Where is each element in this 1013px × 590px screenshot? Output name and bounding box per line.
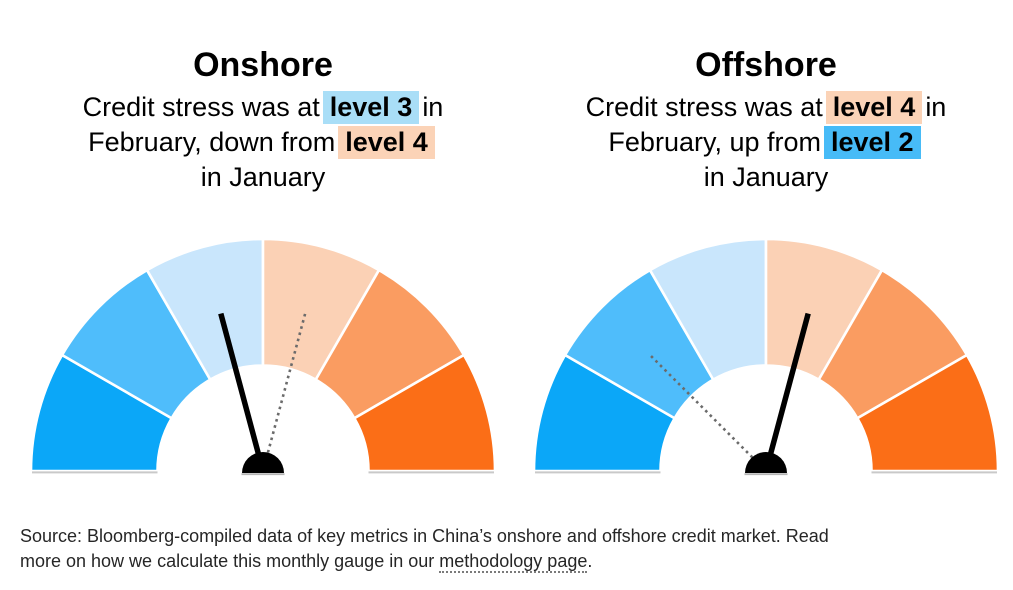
onshore-panel: Onshore Credit stress was at level 3 in Fe… bbox=[30, 0, 496, 478]
previous-month-needle bbox=[261, 313, 307, 472]
source-text: more on how we calculate this monthly ga… bbox=[20, 551, 440, 571]
subtitle-text: Credit stress was at bbox=[82, 92, 320, 122]
current-month-needle bbox=[763, 312, 811, 472]
source-line-2: more on how we calculate this monthly ga… bbox=[20, 549, 998, 574]
methodology-link[interactable]: methodology page bbox=[439, 551, 588, 573]
subtitle-text: February, down from bbox=[88, 127, 336, 157]
subtitle-line-1: Credit stress was at level 3 in bbox=[30, 90, 496, 125]
needle-hub bbox=[242, 452, 284, 473]
panel-subtitle-onshore: Credit stress was at level 3 in February, … bbox=[30, 90, 496, 195]
subtitle-text: in bbox=[422, 92, 444, 122]
panel-title-offshore: Offshore bbox=[695, 46, 837, 84]
needle-hub bbox=[745, 452, 787, 473]
subtitle-line-3: in January bbox=[703, 162, 829, 192]
source-line-1: Source: Bloomberg-compiled data of key m… bbox=[20, 526, 829, 546]
subtitle-text: February, up from bbox=[608, 127, 821, 157]
source-note: Source: Bloomberg-compiled data of key m… bbox=[20, 524, 998, 574]
previous-month-needle bbox=[649, 354, 767, 472]
subtitle-text: in bbox=[925, 92, 947, 122]
offshore-panel: Offshore Credit stress was at level 4 in F… bbox=[533, 0, 999, 478]
subtitle-line-3: in January bbox=[200, 162, 326, 192]
current-month-needle bbox=[218, 312, 266, 472]
source-text: . bbox=[587, 551, 593, 571]
subtitle-line-2: February, up from level 2 bbox=[533, 125, 999, 160]
current-level-badge: level 3 bbox=[322, 91, 420, 124]
subtitle-text: Credit stress was at bbox=[585, 92, 823, 122]
subtitle-line-2: February, down from level 4 bbox=[30, 125, 496, 160]
previous-level-badge: level 4 bbox=[338, 126, 435, 159]
current-level-badge: level 4 bbox=[825, 91, 923, 124]
previous-level-badge: level 2 bbox=[824, 126, 921, 159]
subtitle-line-1: Credit stress was at level 4 in bbox=[533, 90, 999, 125]
gauge-segment-level-6 bbox=[855, 353, 999, 473]
gauge-chart-onshore bbox=[30, 237, 496, 476]
gauge-chart-offshore bbox=[533, 237, 999, 476]
panel-subtitle-offshore: Credit stress was at level 4 in February, … bbox=[533, 90, 999, 195]
gauge-segment-level-6 bbox=[352, 353, 496, 473]
panel-title-onshore: Onshore bbox=[193, 46, 333, 84]
